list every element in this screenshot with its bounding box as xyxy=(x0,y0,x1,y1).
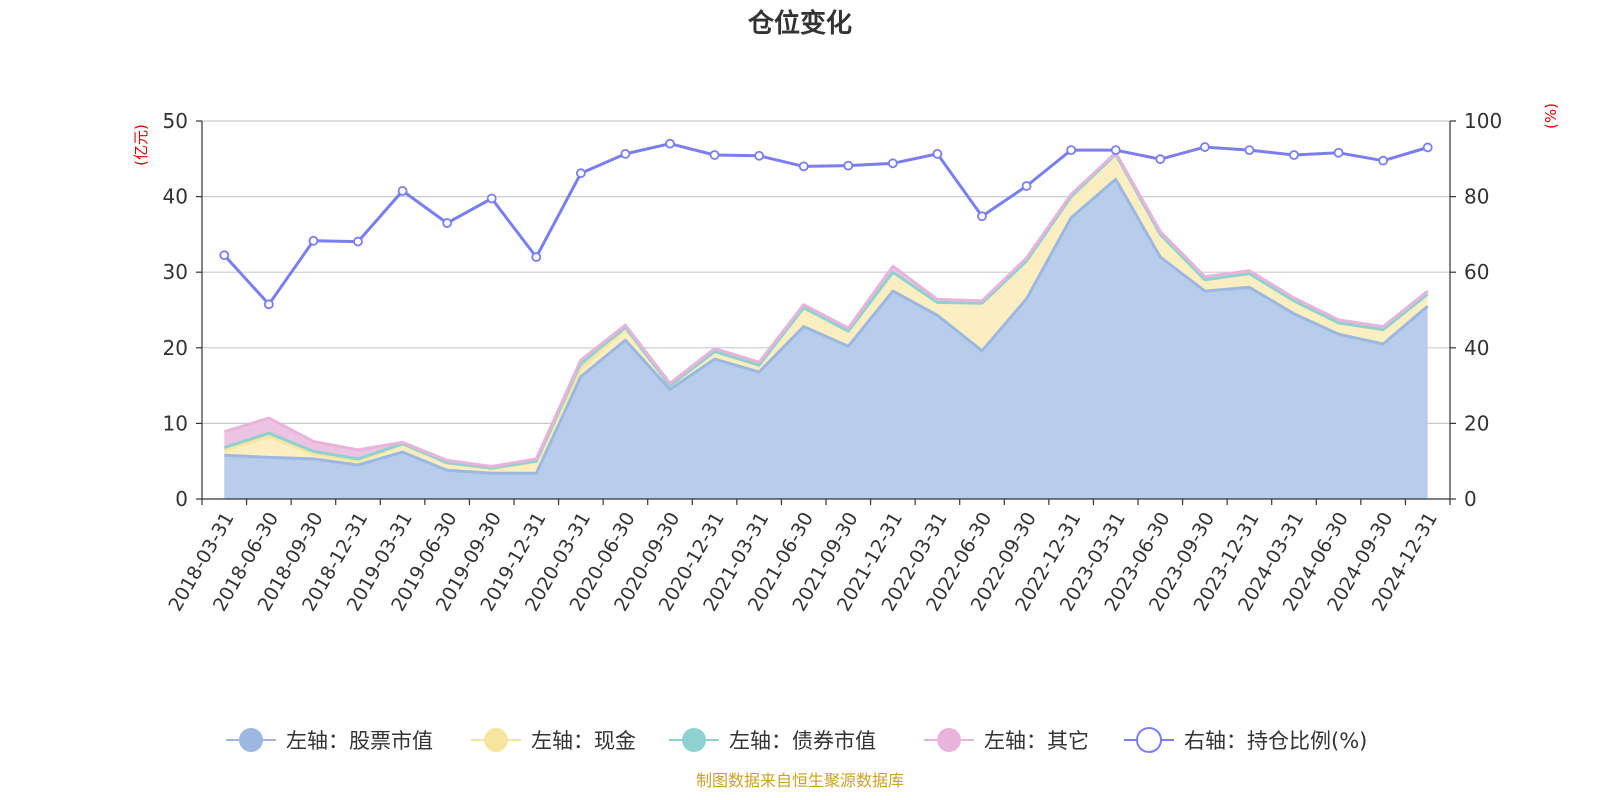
y-left-unit-label: (亿元) xyxy=(132,124,150,166)
legend-circle-marker xyxy=(484,728,508,752)
line-point xyxy=(397,186,408,196)
line-point xyxy=(887,158,898,169)
line-point xyxy=(353,236,363,247)
line-右轴：持仓比例(%) xyxy=(223,142,1429,306)
line-point xyxy=(1378,155,1389,166)
legend-item[interactable]: 右轴：持仓比例(%) xyxy=(1124,727,1367,753)
y-left-tick-label: 40 xyxy=(163,185,188,209)
line-point xyxy=(620,148,631,159)
line-point xyxy=(977,211,987,222)
line-point xyxy=(665,138,675,149)
area-edge-左轴：股票市值 xyxy=(224,177,1429,475)
legend: 左轴：股票市值 左轴：现金 左轴：债券市值 左轴：其它 右轴：持仓比例(%) xyxy=(226,727,1367,753)
line-point xyxy=(1199,142,1210,152)
stacked-areas xyxy=(223,151,1429,499)
legend-circle-marker xyxy=(937,728,961,752)
legend-item[interactable]: 左轴：现金 xyxy=(471,728,636,753)
line-point xyxy=(1244,145,1255,156)
chart-title: 仓位变化 xyxy=(747,8,852,39)
line-point xyxy=(1289,150,1299,160)
line-point xyxy=(1333,147,1344,158)
legend-item[interactable]: 左轴：股票市值 xyxy=(226,728,433,753)
line-point xyxy=(932,148,943,159)
legend-circle-marker xyxy=(239,728,263,752)
line-point xyxy=(442,218,453,228)
line-point xyxy=(531,252,542,262)
area-左轴：股票市值 xyxy=(224,179,1428,499)
legend-circle-marker xyxy=(682,728,706,752)
line-point xyxy=(843,160,854,171)
legend-label: 左轴：债券市值 xyxy=(729,729,876,753)
position-ratio-line xyxy=(219,138,1433,310)
line-point xyxy=(1066,145,1077,156)
y-left-tick-label: 0 xyxy=(175,487,188,511)
line-point xyxy=(1155,154,1166,165)
line-point xyxy=(575,168,586,179)
area-edge-左轴：债券市值 xyxy=(223,152,1429,470)
y-right-tick-label: 100 xyxy=(1464,109,1502,133)
area-edge-左轴：其它 xyxy=(223,151,1429,468)
line-point xyxy=(263,299,274,310)
y-right-tick-label: 40 xyxy=(1464,336,1489,360)
legend-item[interactable]: 左轴：其它 xyxy=(924,728,1089,753)
y-right-tick-label: 60 xyxy=(1464,260,1489,284)
line-point xyxy=(754,150,765,161)
y-right-tick-label: 20 xyxy=(1464,411,1489,435)
legend-label: 左轴：现金 xyxy=(531,729,636,753)
line-point xyxy=(709,150,720,160)
line-point xyxy=(1021,181,1032,191)
y-left-tick-label: 50 xyxy=(163,109,188,133)
y-left-tick-label: 30 xyxy=(163,260,188,284)
legend-label: 左轴：股票市值 xyxy=(286,729,433,753)
y-right-tick-label: 0 xyxy=(1464,487,1477,511)
line-point xyxy=(308,235,319,246)
source-note: 制图数据来自恒生聚源数据库 xyxy=(696,771,904,790)
legend-label: 右轴：持仓比例(%) xyxy=(1184,729,1367,753)
legend-item[interactable]: 左轴：债券市值 xyxy=(669,728,876,753)
y-left-tick-label: 20 xyxy=(163,336,188,360)
line-point xyxy=(219,250,230,261)
legend-circle-marker xyxy=(1136,727,1162,753)
y-right-unit-label: (%) xyxy=(1542,103,1560,129)
line-point xyxy=(798,161,809,172)
y-right-tick-label: 80 xyxy=(1464,185,1489,209)
legend-label: 左轴：其它 xyxy=(984,729,1089,753)
line-point xyxy=(1422,142,1433,153)
y-left-tick-label: 10 xyxy=(163,411,188,435)
line-point xyxy=(486,193,497,204)
line-point xyxy=(1110,145,1121,156)
